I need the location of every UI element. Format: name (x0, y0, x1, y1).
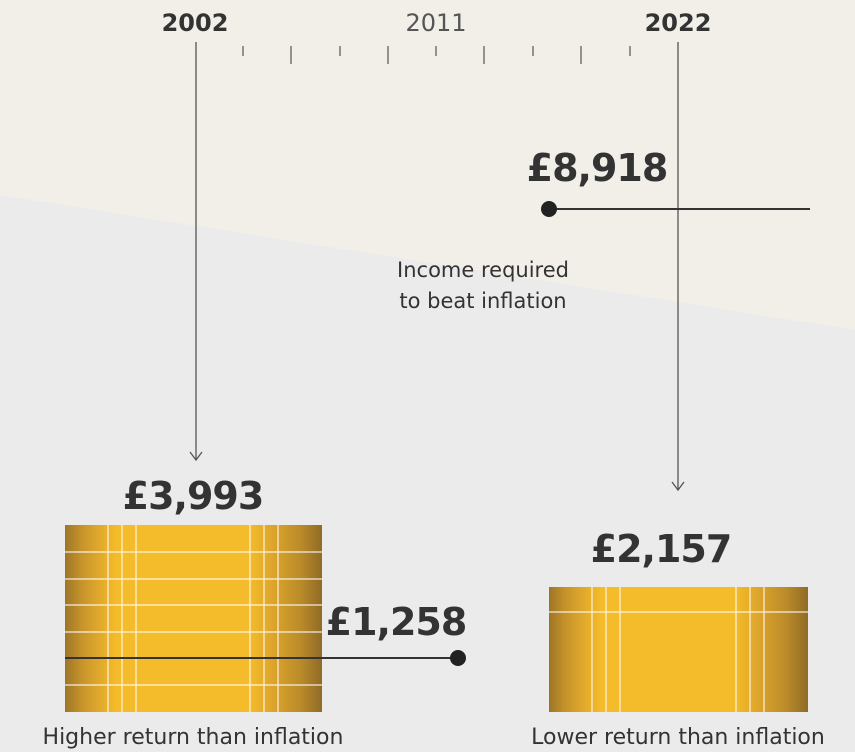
end-caption: Lower return than inflation (531, 725, 825, 750)
year-start: 2002 (162, 9, 229, 37)
timeline-ticks (242, 46, 631, 64)
year-middle: 2011 (405, 9, 466, 37)
income-label: to beat inflation (399, 289, 566, 313)
start-caption: Higher return than inflation (43, 725, 344, 750)
year-end: 2022 (645, 9, 712, 37)
background-band (0, 0, 855, 330)
end-amount: £2,157 (591, 527, 732, 571)
arrow-start (189, 42, 203, 462)
coin-stack-end (549, 587, 808, 712)
start-amount: £3,993 (123, 474, 264, 518)
income-required-amount: £8,918 (527, 146, 668, 190)
coin-stack-start (65, 525, 322, 712)
income-label: Income required (397, 258, 569, 282)
income-dot (541, 201, 557, 217)
start-income-dot (450, 650, 466, 666)
start-income: £1,258 (326, 600, 467, 644)
arrow-end (671, 42, 685, 492)
